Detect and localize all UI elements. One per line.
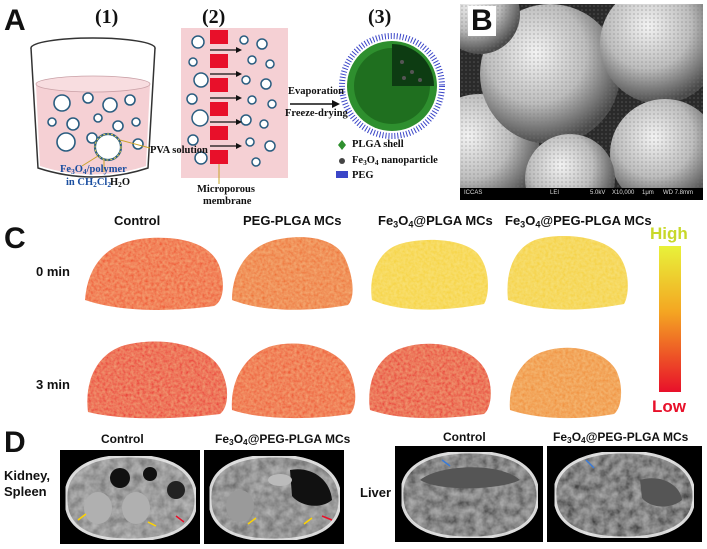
legend-plga-label: PLGA shell bbox=[352, 139, 404, 150]
thermal-fe3o4-plga-0min bbox=[371, 239, 488, 310]
thermal-fe3o4-peg-plga-3min bbox=[509, 347, 622, 419]
step-2-label: (2) bbox=[202, 6, 226, 28]
sem-image: B ICCAS LEI 5.0kV X10,000 1μm WD 7.8mm bbox=[460, 4, 703, 200]
scale-high-label: High bbox=[650, 224, 688, 243]
thermal-fe3o4-peg-plga-0min bbox=[507, 236, 628, 310]
step-3-label: (3) bbox=[368, 6, 392, 28]
panel-c-letter: C bbox=[4, 222, 26, 255]
membrane-illustration bbox=[181, 28, 288, 184]
column-fe3o4-peg-plga: Fe3O4@PEG-PLGA MCs bbox=[505, 213, 652, 230]
liver-label: Liver bbox=[360, 485, 392, 500]
fe3o4-polymer-label: Fe3O4/polymer bbox=[60, 164, 127, 176]
mri-control-right-title: Control bbox=[443, 430, 486, 444]
column-fe3o4-plga: Fe3O4@PLGA MCs bbox=[378, 213, 493, 230]
water-label: H2O bbox=[110, 177, 131, 189]
freeze-drying-label: Freeze-drying bbox=[285, 108, 348, 119]
thermal-peg-plga-3min bbox=[231, 343, 356, 419]
thermal-control-3min bbox=[87, 341, 228, 419]
panel-a-schematic bbox=[30, 28, 445, 184]
sem-scale: 1μm bbox=[642, 190, 654, 196]
sem-mag: X10,000 bbox=[612, 190, 635, 196]
color-scale-bar bbox=[659, 246, 681, 392]
spleen-label: Spleen bbox=[4, 484, 47, 499]
mri-mcs-left-title: Fe3O4@PEG-PLGA MCs bbox=[215, 432, 351, 448]
pva-solution-label: PVA solution bbox=[150, 145, 208, 156]
microcapsule-illustration bbox=[339, 33, 445, 139]
thermal-fe3o4-plga-3min bbox=[369, 343, 491, 419]
membrane-label-line2: membrane bbox=[203, 196, 252, 207]
sem-org: ICCAS bbox=[464, 190, 483, 196]
thermal-images bbox=[85, 236, 681, 419]
sem-wd: WD 7.8mm bbox=[663, 190, 693, 196]
thermal-peg-plga-0min bbox=[232, 237, 353, 310]
column-peg-plga: PEG-PLGA MCs bbox=[243, 213, 342, 228]
row-3min: 3 min bbox=[36, 377, 70, 392]
solvent-label: in CH2Cl2 bbox=[66, 177, 111, 189]
mri-control-left-title: Control bbox=[101, 432, 144, 446]
mri-mcs-right-title: Fe3O4@PEG-PLGA MCs bbox=[553, 430, 689, 446]
legend-nanoparticle-label: Fe3O4 nanoparticle bbox=[352, 155, 438, 167]
row-0min: 0 min bbox=[36, 264, 70, 279]
panel-a-letter: A bbox=[4, 4, 26, 37]
column-control: Control bbox=[114, 213, 161, 228]
sem-kv: 5.0kV bbox=[590, 190, 606, 196]
scale-low-label: Low bbox=[652, 397, 686, 416]
kidney-label: Kidney, bbox=[4, 468, 50, 483]
membrane-label-line1: Microporous bbox=[197, 184, 255, 195]
panel-b-letter: B bbox=[468, 6, 496, 36]
thermal-control-0min bbox=[85, 237, 223, 310]
legend-peg-label: PEG bbox=[352, 170, 374, 181]
sem-mode: LEI bbox=[550, 190, 560, 196]
process-arrow bbox=[290, 100, 340, 108]
step-1-label: (1) bbox=[95, 6, 119, 28]
panel-d-letter: D bbox=[4, 426, 26, 459]
legend-symbols bbox=[336, 140, 348, 178]
beaker-illustration bbox=[30, 37, 156, 178]
evaporation-label: Evaporation bbox=[288, 86, 345, 97]
